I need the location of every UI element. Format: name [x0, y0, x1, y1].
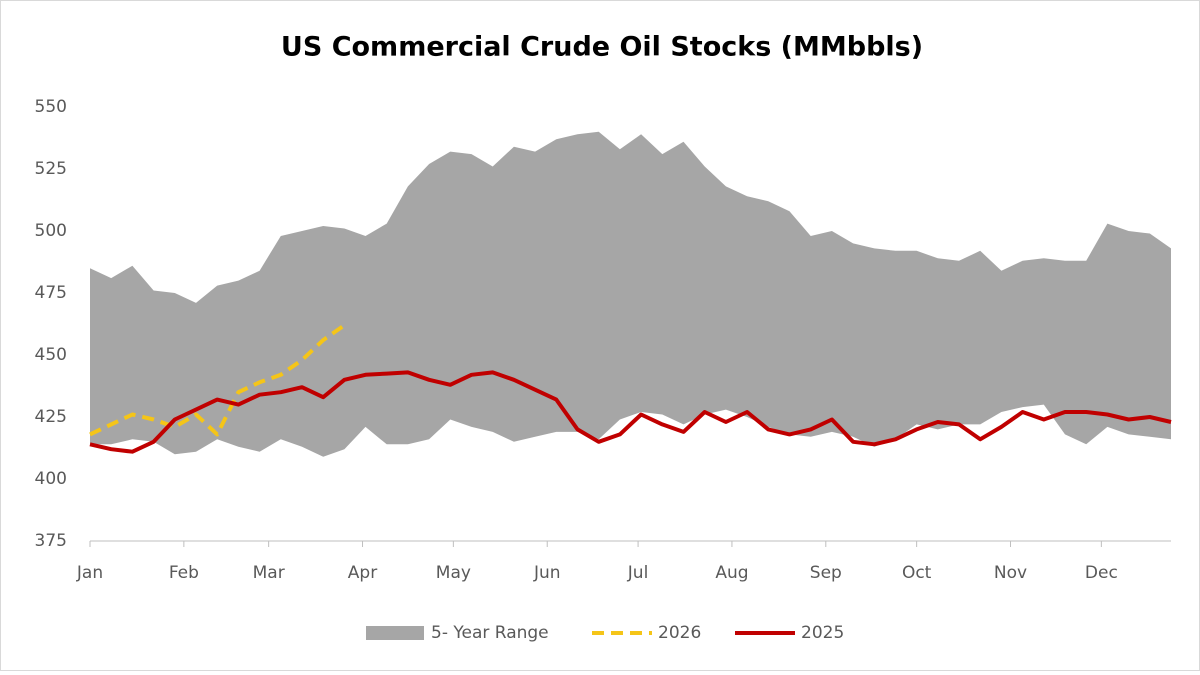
chart-title: US Commercial Crude Oil Stocks (MMbbls): [281, 32, 923, 63]
y-tick-label: 450: [35, 345, 67, 365]
x-tick-label: Mar: [253, 563, 285, 583]
x-tick-label: Jan: [76, 563, 103, 583]
y-tick-label: 550: [35, 97, 67, 117]
y-tick-label: 475: [35, 283, 67, 303]
x-tick-label: Oct: [902, 563, 932, 583]
x-tick-label: Jun: [533, 563, 561, 583]
x-tick-label: Feb: [169, 563, 199, 583]
x-tick-label: Nov: [994, 563, 1027, 583]
legend-swatch: [366, 626, 424, 640]
legend-label: 5- Year Range: [431, 623, 549, 643]
series-line: [89, 370, 1172, 454]
x-tick-label: Aug: [715, 563, 748, 583]
y-tick-label: 425: [35, 407, 67, 427]
x-tick-label: Apr: [348, 563, 377, 583]
x-tick-label: Dec: [1085, 563, 1118, 583]
x-tick-label: Jul: [627, 563, 649, 583]
x-tick-label: Sep: [810, 563, 842, 583]
y-tick-label: 400: [35, 469, 67, 489]
x-tick-label: May: [436, 563, 471, 583]
legend-label: 2025: [801, 623, 844, 643]
y-tick-label: 375: [35, 531, 67, 551]
series-line: [89, 323, 346, 437]
legend-label: 2026: [658, 623, 701, 643]
y-tick-label: 525: [35, 159, 67, 179]
y-tick-label: 500: [35, 221, 67, 241]
